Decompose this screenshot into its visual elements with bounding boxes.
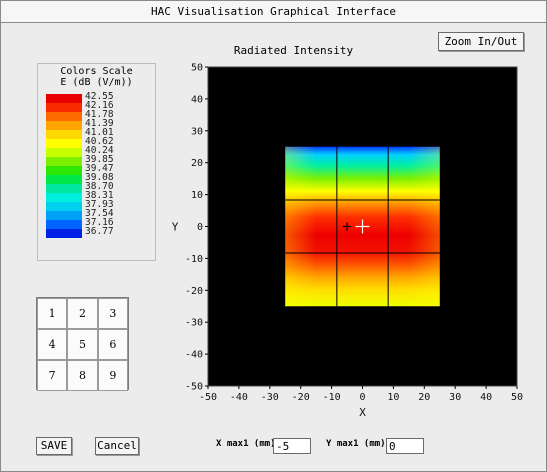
keypad-key-6[interactable]: 6 — [97, 329, 128, 360]
keypad-key-3[interactable]: 3 — [97, 298, 128, 329]
color-scale-level: 39.47 — [85, 163, 114, 174]
color-swatch — [46, 148, 82, 157]
color-swatch — [46, 121, 82, 130]
color-swatch — [46, 166, 82, 175]
color-scale-level: 41.39 — [85, 118, 114, 129]
color-scale-level: 37.16 — [85, 217, 114, 228]
color-scale-level: 41.01 — [85, 127, 114, 138]
y-tick-label: 50 — [191, 63, 203, 74]
color-swatch — [46, 211, 82, 220]
keypad-key-7[interactable]: 7 — [37, 360, 68, 391]
color-scale-level: 40.24 — [85, 145, 114, 156]
color-scale-level: 41.78 — [85, 109, 114, 120]
color-scale-level: 37.93 — [85, 199, 114, 210]
y-axis-label: Y — [172, 221, 179, 234]
x-tick-label: -40 — [230, 392, 248, 403]
color-swatch — [46, 193, 82, 202]
y-tick-label: -50 — [185, 382, 203, 393]
x-tick-label: 40 — [480, 392, 492, 403]
x-tick-label: 50 — [511, 392, 523, 403]
x-axis-label: X — [359, 406, 366, 419]
cancel-button[interactable]: Cancel — [95, 437, 139, 455]
x-max-label: X max1 (mm) — [216, 439, 276, 449]
x-tick-label: -10 — [323, 392, 341, 403]
color-scale-title: Colors Scale — [60, 66, 133, 77]
color-scale-level: 39.85 — [85, 154, 114, 165]
color-swatches — [46, 94, 82, 238]
y-tick-label: 40 — [191, 94, 203, 105]
keypad-key-9[interactable]: 9 — [97, 360, 128, 391]
color-scale-level: 38.31 — [85, 190, 114, 201]
y-tick-label: 30 — [191, 126, 203, 137]
y-tick-label: 20 — [191, 158, 203, 169]
y-max-field[interactable]: 0 — [386, 438, 424, 454]
color-scale-level: 42.16 — [85, 100, 114, 111]
y-tick-label: -10 — [185, 254, 203, 265]
color-scale-level: 40.62 — [85, 136, 114, 147]
color-swatch — [46, 139, 82, 148]
color-swatch — [46, 112, 82, 121]
color-scale-unit: E (dB (V/m)) — [60, 77, 133, 88]
keypad-key-2[interactable]: 2 — [67, 298, 98, 329]
color-swatch — [46, 184, 82, 193]
color-scale-level: 42.55 — [85, 91, 114, 102]
keypad-key-4[interactable]: 4 — [37, 329, 68, 360]
y-tick-label: -30 — [185, 318, 203, 329]
y-tick-label: -20 — [185, 286, 203, 297]
color-swatch — [46, 130, 82, 139]
chart-title: Radiated Intensity — [233, 44, 354, 57]
color-scale-level: 37.54 — [85, 208, 114, 219]
color-swatch — [46, 220, 82, 229]
color-swatch — [46, 157, 82, 166]
x-tick-label: 30 — [449, 392, 461, 403]
zoom-in-out-button[interactable]: Zoom In/Out — [438, 32, 524, 51]
window-title: HAC Visualisation Graphical Interface — [1, 1, 546, 23]
save-button[interactable]: SAVE — [36, 437, 72, 455]
color-swatch — [46, 175, 82, 184]
y-tick-label: 10 — [191, 190, 203, 201]
color-swatch — [46, 103, 82, 112]
keypad-key-5[interactable]: 5 — [67, 329, 98, 360]
x-tick-label: -30 — [261, 392, 279, 403]
x-tick-label: 0 — [359, 392, 365, 403]
color-scale-level: 39.08 — [85, 172, 114, 183]
color-scale-levels: 42.55 42.16 41.78 41.39 41.01 40.62 40.24 39.85… — [85, 91, 155, 237]
x-tick-label: -20 — [292, 392, 310, 403]
x-tick-label: -50 — [199, 392, 217, 403]
x-tick-label: 10 — [387, 392, 399, 403]
y-tick-label: 0 — [197, 222, 203, 233]
color-swatch — [46, 229, 82, 238]
x-tick-label: 20 — [418, 392, 430, 403]
y-max-label: Y max1 (mm) — [326, 439, 386, 449]
color-swatch — [46, 202, 82, 211]
color-scale-legend: Colors Scale E (dB (V/m)) 42.55 42.16 41.7… — [37, 63, 156, 261]
color-scale-level: 36.77 — [85, 226, 114, 237]
color-scale-level: 38.70 — [85, 181, 114, 192]
keypad-key-8[interactable]: 8 — [67, 360, 98, 391]
radiated-intensity-plot: -50 -40 -30 -20 -10 0 10 20 30 40 50 50 40 30 20 10 0 -10… — [172, 63, 523, 420]
y-tick-label: -40 — [185, 350, 203, 361]
x-max-field[interactable]: -5 — [273, 438, 311, 454]
keypad-key-1[interactable]: 1 — [37, 298, 68, 329]
color-swatch — [46, 94, 82, 103]
